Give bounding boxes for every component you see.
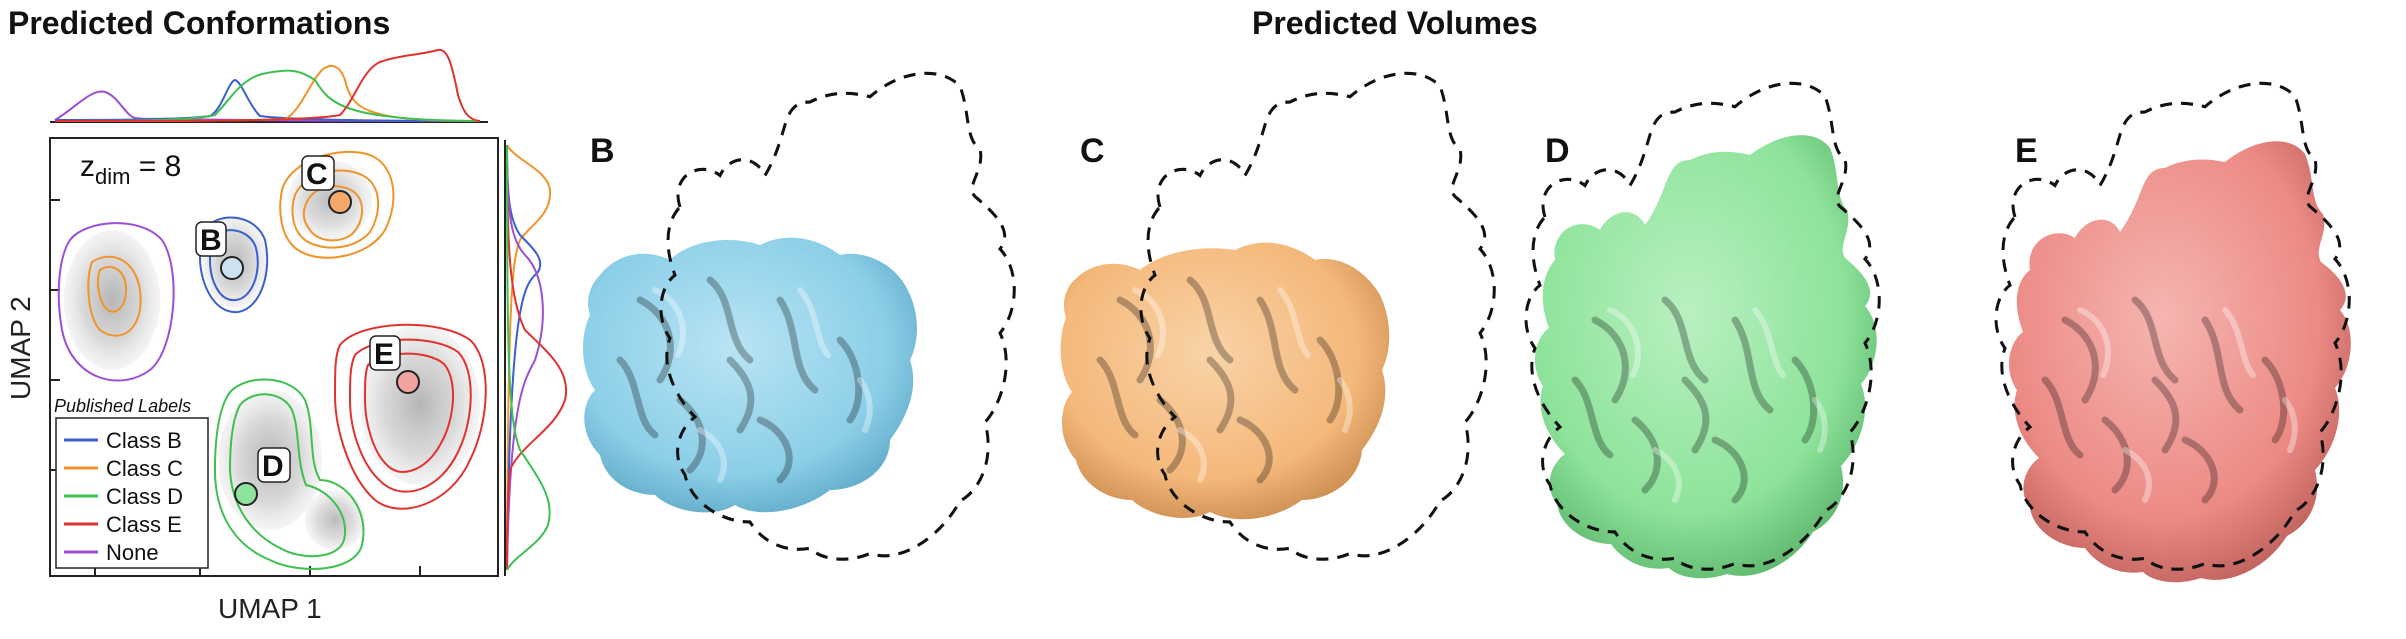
volume-label-d: D xyxy=(1545,132,1570,170)
cluster-e-marker xyxy=(396,370,420,394)
left-title: Predicted Conformations xyxy=(8,5,390,41)
legend-item-class-c: Class C xyxy=(64,456,183,481)
legend: Published Labels Class B Class C Class D Cl… xyxy=(54,396,209,569)
umap-ticks xyxy=(50,199,421,576)
volume-panel-b: B xyxy=(583,71,1016,561)
legend-box xyxy=(55,417,209,569)
volume-label-b: B xyxy=(590,132,615,170)
volume-texture-d xyxy=(1571,296,1828,504)
legend-label: Class D xyxy=(106,484,183,509)
cluster-label-e: E xyxy=(374,338,394,371)
zdim-label: zdim = 8 xyxy=(80,150,181,189)
legend-title: Published Labels xyxy=(54,396,191,416)
right-density-none xyxy=(506,144,544,571)
volume-surface-d xyxy=(1535,135,1877,579)
cluster-c-marker xyxy=(328,190,352,214)
cluster-b-marker xyxy=(220,256,244,280)
zdim-value: = 8 xyxy=(130,150,181,183)
legend-item-none: None xyxy=(64,540,159,565)
volume-texture-e xyxy=(2041,296,2298,504)
volume-texture-b xyxy=(616,276,873,484)
cluster-labels: B C D E xyxy=(195,155,401,483)
cluster-label-d: D xyxy=(262,450,284,483)
top-density-class-c xyxy=(54,64,481,122)
legend-label: Class C xyxy=(106,456,183,481)
right-marginal-densities xyxy=(504,140,568,576)
legend-item-class-e: Class E xyxy=(64,512,182,537)
volume-surface-c xyxy=(1060,242,1390,520)
volume-label-c: C xyxy=(1080,132,1105,170)
top-density-class-d xyxy=(54,69,481,122)
reference-outline-c xyxy=(1139,71,1496,561)
zdim-base: z xyxy=(80,150,95,183)
volume-panel-e: E xyxy=(1994,81,2351,583)
right-title: Predicted Volumes xyxy=(1252,5,1538,41)
top-density-class-e xyxy=(54,48,481,122)
volume-panels: B C D E xyxy=(583,71,2351,583)
cluster-d-marker xyxy=(234,482,258,506)
top-density-class-b xyxy=(54,78,481,122)
volume-surface-e xyxy=(2009,141,2351,583)
cluster-markers xyxy=(220,190,420,506)
zdim-sub: dim xyxy=(95,164,130,189)
volume-panel-d: D xyxy=(1524,81,1881,579)
right-density-class-b xyxy=(506,144,542,571)
reference-outline-d xyxy=(1524,81,1881,571)
legend-label: Class B xyxy=(106,428,182,453)
y-axis-title: UMAP 2 xyxy=(5,296,36,400)
volume-surface-b xyxy=(583,237,917,513)
legend-item-class-b: Class B xyxy=(64,428,182,453)
top-marginal-densities xyxy=(50,48,488,123)
right-density-class-e xyxy=(506,144,568,571)
cluster-label-c: C xyxy=(306,158,328,191)
volume-panel-c: C xyxy=(1060,71,1496,561)
right-density-class-c xyxy=(506,144,552,571)
legend-item-class-d: Class D xyxy=(64,484,183,509)
right-density-class-d xyxy=(506,144,551,571)
reference-outline-b xyxy=(659,71,1016,561)
volume-label-e: E xyxy=(2015,132,2038,170)
density-none-cluster xyxy=(64,230,160,370)
legend-label: Class E xyxy=(106,512,182,537)
cluster-label-b: B xyxy=(200,224,222,257)
reference-outline-e xyxy=(1994,81,2351,571)
x-axis-title: UMAP 1 xyxy=(218,593,322,624)
legend-label: None xyxy=(106,540,159,565)
